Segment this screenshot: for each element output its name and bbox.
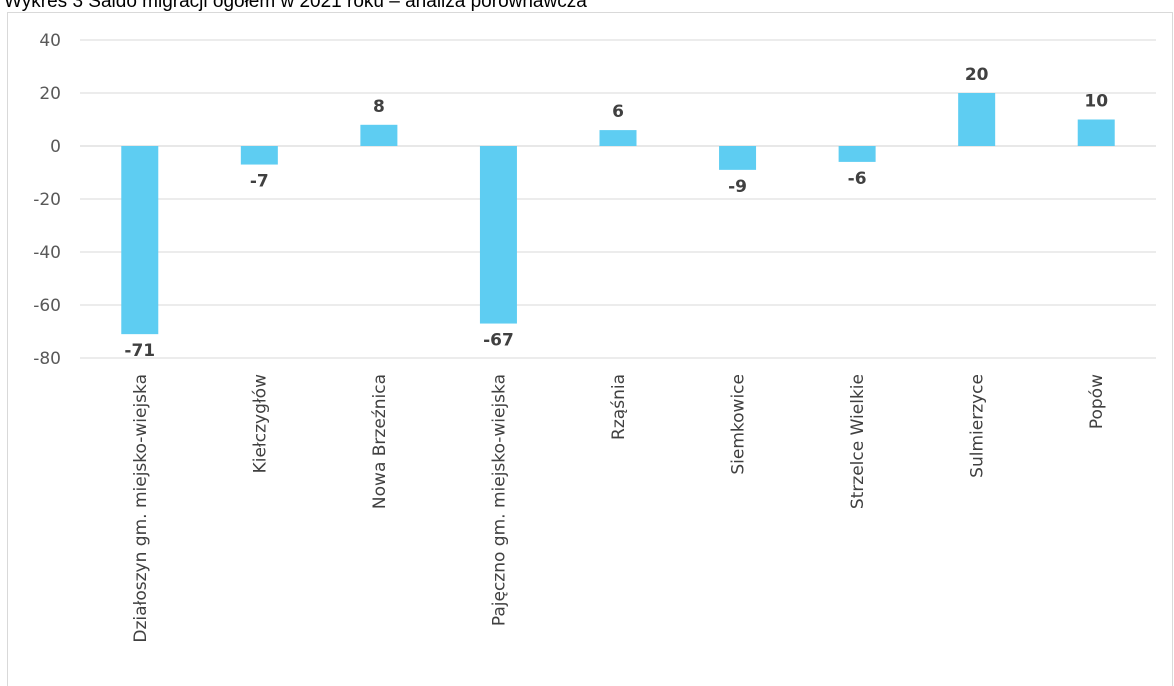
category-label: Strzelce Wielkie [848,374,868,509]
y-tick-label: 0 [50,137,61,157]
data-label: -6 [848,169,867,189]
bar [479,146,517,324]
data-label: -67 [483,331,514,351]
chart-title: Wykres 3 Saldo migracji ogółem w 2021 ro… [4,0,587,12]
y-tick-label: -80 [33,349,61,369]
category-label: Pajęczno gm. miejsko-wiejska [489,374,509,626]
bar [240,146,278,165]
category-label: Kiełczygłów [250,374,270,474]
category-label: Siemkowice [729,374,749,475]
data-label: -9 [728,177,747,197]
y-tick-label: 20 [39,84,61,104]
category-label: Rząśnia [609,374,629,440]
y-tick-label: 40 [39,31,61,51]
chart-frame [7,12,1173,686]
y-tick-label: -20 [33,190,61,210]
category-labels: Działoszyn gm. miejsko-wiejska Kiełczygłó… [131,374,1107,643]
bar [838,146,876,162]
data-label: 8 [373,97,385,117]
data-labels: -71 -7 8 -67 6 -9 -6 20 10 [124,65,1108,361]
bar [121,146,159,335]
bar [599,130,637,146]
category-label: Popów [1087,374,1107,429]
y-axis-ticks: 40 20 0 -20 -40 -60 -80 [33,31,61,369]
bar [719,146,757,170]
data-label: -71 [124,341,155,361]
bars [121,93,1115,335]
data-label: -7 [250,172,269,192]
bar [360,124,398,146]
data-label: 10 [1084,92,1108,112]
y-tick-label: -40 [33,243,61,263]
category-label: Nowa Brzeźnica [370,374,390,509]
category-label: Sulmierzyce [968,374,988,478]
bar [958,93,996,146]
data-label: 6 [612,102,624,122]
bar [1077,119,1115,146]
data-label: 20 [965,65,989,85]
gridlines [80,39,1156,359]
category-label: Działoszyn gm. miejsko-wiejska [131,374,151,643]
y-tick-label: -60 [33,296,61,316]
